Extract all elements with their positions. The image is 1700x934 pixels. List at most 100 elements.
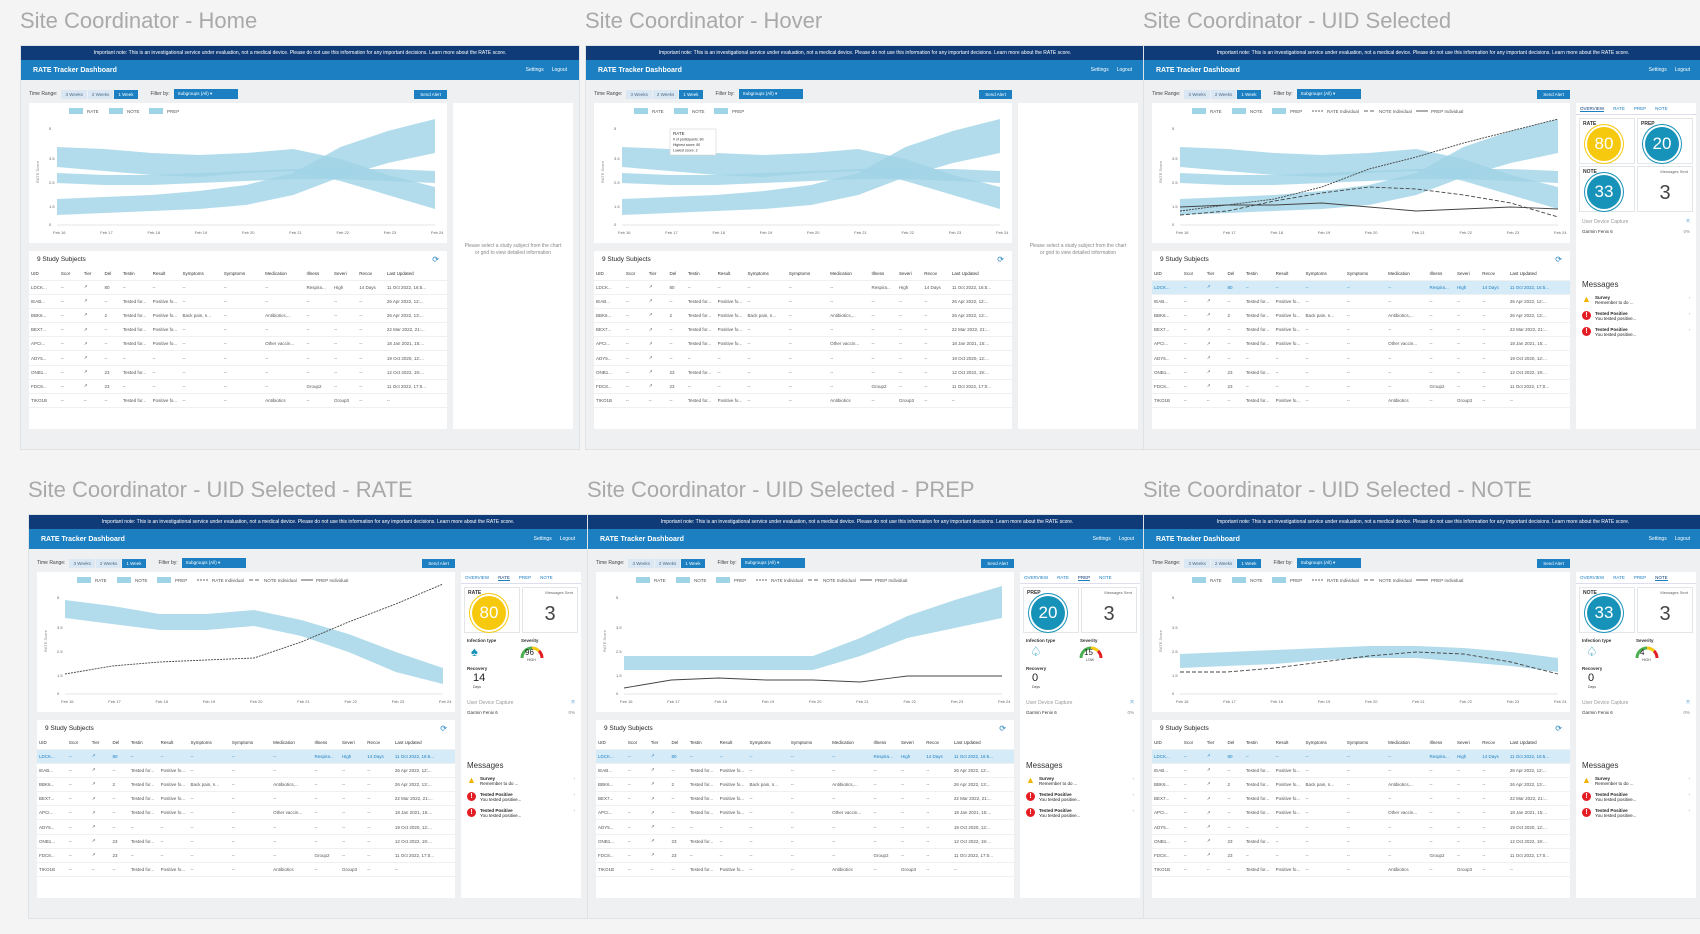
table-row[interactable]: APCI... -- ↗ -- Tested for... Positive fo... -… bbox=[594, 336, 1012, 352]
column-header[interactable]: Del bbox=[110, 737, 129, 750]
link-icon[interactable]: ⤧ bbox=[1685, 700, 1690, 706]
table-row[interactable]: TIKO1B -- -- -- Tested for... Positive fo... -… bbox=[29, 393, 447, 409]
send-alert-button[interactable]: Send Alert bbox=[414, 89, 447, 99]
column-header[interactable]: Medication bbox=[271, 737, 313, 750]
column-header[interactable]: Symptoms bbox=[180, 268, 222, 281]
send-alert-button[interactable]: Send Alert bbox=[1537, 89, 1570, 99]
column-header[interactable]: Symptoms bbox=[188, 737, 230, 750]
range-option[interactable]: 3 Weeks bbox=[1184, 558, 1210, 568]
column-header[interactable]: Symptoms bbox=[1303, 737, 1345, 750]
message-item[interactable]: ▲ Survey Remember to do ... › bbox=[461, 773, 581, 789]
rate-individual-line[interactable] bbox=[64, 583, 444, 675]
table-row[interactable]: APCI... -- ↗ -- Tested for... Positive fo... -… bbox=[1152, 336, 1570, 352]
column-header[interactable]: Symptoms bbox=[745, 268, 787, 281]
table-row[interactable]: BEX7... -- ↗ -- Tested for... Positive fo... -… bbox=[37, 791, 455, 807]
message-item[interactable]: ! Tested Positive You tested positive... › bbox=[1576, 308, 1696, 324]
prep-individual-line[interactable] bbox=[623, 675, 1002, 689]
table-row[interactable]: ADY5... -- ↗ -- -- -- -- -- -- -- -- -- 19 Oct 2020,… bbox=[594, 350, 1012, 366]
column-header[interactable]: Scor bbox=[625, 737, 649, 750]
column-header[interactable]: Scor bbox=[623, 268, 647, 281]
column-header[interactable]: Tier bbox=[81, 268, 103, 281]
column-header[interactable]: Severi bbox=[897, 268, 923, 281]
table-row[interactable]: APCI... -- ↗ -- Tested for... Positive fo... -… bbox=[29, 336, 447, 352]
range-option[interactable]: 2 Weeks bbox=[1210, 89, 1237, 99]
table-row[interactable]: BBK6... -- ↗ 2 Tested for... Positive fo... Ba… bbox=[594, 308, 1012, 324]
table-row[interactable]: FDC8... -- ↗ 23 -- -- -- -- -- Group2 -- -- 11 Oct 2… bbox=[1152, 379, 1570, 395]
logout-link[interactable]: Logout bbox=[1118, 536, 1134, 542]
rate-individual-line[interactable] bbox=[1179, 118, 1559, 212]
chart-panel[interactable]: RATE NOTE PREP RATE Score 0 1.5 2.5 3.5 5 Feb 16 F… bbox=[29, 103, 447, 243]
column-header[interactable]: Illness bbox=[304, 268, 333, 281]
table-row[interactable]: FDC8... -- ↗ 23 -- -- -- -- -- Group2 -- -- 11 Oct 2… bbox=[594, 379, 1012, 395]
prep-band[interactable] bbox=[622, 119, 1000, 215]
rate-score-card[interactable]: RATE 80 bbox=[464, 587, 520, 633]
column-header[interactable]: Last Updated bbox=[951, 737, 1014, 750]
column-header[interactable]: Symptoms bbox=[747, 737, 789, 750]
rate-chart[interactable]: RATE NOTE PREP RATE Individual NOTE Individu… bbox=[1152, 572, 1570, 712]
column-header[interactable]: Result bbox=[717, 737, 748, 750]
column-header[interactable]: Result bbox=[158, 737, 189, 750]
logout-link[interactable]: Logout bbox=[559, 536, 575, 542]
prep-individual-line[interactable] bbox=[1179, 202, 1559, 212]
table-row[interactable]: ADY5... -- ↗ -- -- -- -- -- -- -- -- -- 19 Oct 2020,… bbox=[1152, 819, 1570, 835]
table-row[interactable]: IEAB... -- ↗ -- Tested for... Positive fo... -… bbox=[29, 294, 447, 309]
column-header[interactable]: Del bbox=[669, 737, 688, 750]
column-header[interactable]: Del bbox=[1225, 268, 1244, 281]
column-header[interactable]: Illness bbox=[871, 737, 900, 750]
column-header[interactable]: UID bbox=[29, 268, 59, 281]
column-header[interactable]: Result bbox=[150, 268, 181, 281]
refresh-icon[interactable]: ⟳ bbox=[999, 724, 1006, 733]
column-header[interactable]: Severi bbox=[340, 737, 366, 750]
range-option[interactable]: 2 Weeks bbox=[652, 89, 679, 99]
table-row[interactable]: BBK6... -- ↗ 2 Tested for... Positive fo... Ba… bbox=[1152, 777, 1570, 793]
column-header[interactable]: Severi bbox=[1455, 737, 1481, 750]
column-header[interactable]: Symptoms bbox=[1344, 268, 1387, 281]
column-header[interactable]: Testin bbox=[687, 737, 718, 750]
chart-panel[interactable]: RATE NOTE PREP RATE Individual NOTE Individu… bbox=[1152, 103, 1570, 243]
table-row[interactable]: TIKO1B -- -- -- Tested for... Positive fo... -… bbox=[1152, 862, 1570, 878]
table-row[interactable]: BBK6... -- ↗ 2 Tested for... Positive fo... Ba… bbox=[29, 308, 447, 324]
column-header[interactable]: Last Updated bbox=[949, 268, 1012, 281]
detail-tab[interactable]: OVERVIEW bbox=[1580, 106, 1605, 112]
send-alert-button[interactable]: Send Alert bbox=[1537, 558, 1570, 568]
detail-tab[interactable]: RATE bbox=[1613, 575, 1625, 580]
column-header[interactable]: Del bbox=[102, 268, 121, 281]
subgroup-select[interactable]: Subgroups (All) ▾ bbox=[1296, 558, 1361, 568]
note-score-card[interactable]: NOTE 33 bbox=[1579, 166, 1635, 212]
subgroup-select[interactable]: Subgroups (All) ▾ bbox=[738, 89, 803, 99]
table-row[interactable]: IEAB... -- ↗ -- Tested for... Positive fo... -… bbox=[37, 763, 455, 778]
table-row[interactable]: ADY5... -- ↗ -- -- -- -- -- -- -- -- -- 19 Oct 2020,… bbox=[1152, 350, 1570, 366]
settings-link[interactable]: Settings bbox=[525, 67, 544, 73]
table-row[interactable]: FDC8... -- ↗ 23 -- -- -- -- -- Group2 -- -- 11 Oct 2… bbox=[596, 848, 1014, 864]
table-row[interactable]: BEX7... -- ↗ -- Tested for... Positive fo... -… bbox=[596, 791, 1014, 807]
note-band[interactable] bbox=[1180, 646, 1558, 672]
device-row[interactable]: Garmin Fenix 6 0% bbox=[461, 710, 581, 721]
chart-panel[interactable]: RATE NOTE PREP RATE Individual NOTE Individu… bbox=[1152, 572, 1570, 712]
table-row[interactable]: LDCK... -- ↗ 80 -- -- -- -- -- Respira... High 14 D… bbox=[29, 280, 447, 295]
detail-tab[interactable]: PREP bbox=[518, 575, 532, 580]
settings-link[interactable]: Settings bbox=[1092, 536, 1111, 542]
column-header[interactable]: Severi bbox=[899, 737, 925, 750]
table-row[interactable]: IEAB... -- ↗ -- Tested for... Positive fo... -… bbox=[1152, 763, 1570, 778]
column-header[interactable]: Testin bbox=[685, 268, 716, 281]
link-icon[interactable]: ⤧ bbox=[570, 700, 575, 706]
rate-chart[interactable]: RATE NOTE PREP RATE Score 0 1.5 2.5 3.5 5 Feb 16 F… bbox=[29, 103, 447, 243]
column-header[interactable]: UID bbox=[1152, 737, 1182, 750]
prep-band[interactable] bbox=[57, 119, 435, 215]
column-header[interactable]: Symptoms bbox=[1303, 268, 1345, 281]
logout-link[interactable]: Logout bbox=[1674, 67, 1690, 73]
range-option[interactable]: 1 Week bbox=[679, 89, 703, 99]
column-header[interactable]: Result bbox=[1273, 737, 1304, 750]
column-header[interactable]: Illness bbox=[312, 737, 341, 750]
prep-score-card[interactable]: PREP 20 bbox=[1637, 118, 1693, 164]
range-option[interactable]: 1 Week bbox=[122, 558, 146, 568]
range-option[interactable]: 1 Week bbox=[114, 89, 138, 99]
table-row[interactable]: ONB1... -- ↗ 23 Tested for... -- -- -- -- -- -- -- 1… bbox=[37, 834, 455, 849]
column-header[interactable]: Recov bbox=[1480, 268, 1508, 281]
chart-panel[interactable]: RATE NOTE PREP RATE Individual NOTE Individu… bbox=[596, 572, 1014, 712]
subgroup-select[interactable]: Subgroups (All) ▾ bbox=[181, 558, 246, 568]
detail-tab[interactable]: NOTE bbox=[1099, 575, 1112, 580]
send-alert-button[interactable]: Send Alert bbox=[422, 558, 455, 568]
detail-tab[interactable]: RATE bbox=[498, 575, 510, 581]
column-header[interactable]: Testin bbox=[1243, 737, 1274, 750]
